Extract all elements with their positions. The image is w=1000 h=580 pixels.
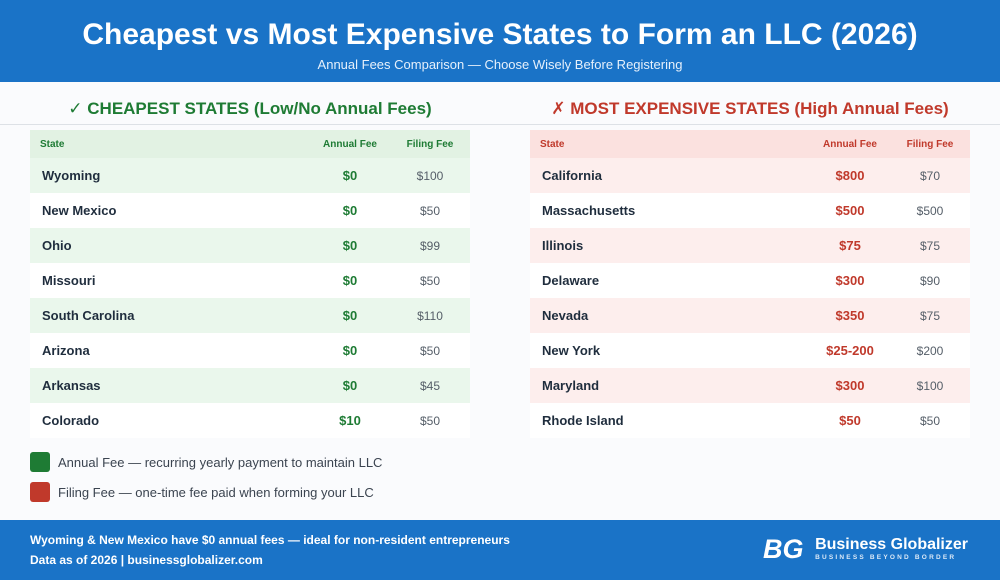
- state-cell: Delaware: [542, 273, 600, 288]
- filing-fee-cell: $50: [419, 413, 441, 428]
- legend-swatch-green: [30, 452, 50, 472]
- annual-fee-cell: $75: [839, 238, 861, 253]
- state-cell: Illinois: [542, 238, 584, 253]
- annual-fee-cell: $0: [342, 168, 358, 183]
- filing-fee-cell: $45: [419, 378, 441, 393]
- table-row: Wyoming $0 $100: [30, 158, 470, 193]
- table-header: State Annual Fee Filing Fee: [530, 130, 970, 158]
- legend-label: Filing Fee — one-time fee paid when form…: [58, 484, 374, 500]
- state-cell: New York: [542, 343, 601, 358]
- bg-logo-icon: BG: [763, 534, 804, 563]
- column-header-annual-fee: Annual Fee: [323, 138, 377, 150]
- filing-fee-cell: $500: [916, 203, 944, 218]
- annual-fee-cell: $350: [835, 308, 865, 323]
- annual-fee-cell: $10: [339, 413, 361, 428]
- filing-fee-cell: $100: [416, 168, 444, 183]
- filing-fee-cell: $50: [419, 203, 441, 218]
- column-header-state: State: [40, 138, 65, 150]
- column-header-annual-fee: Annual Fee: [823, 138, 877, 150]
- divider-rule: [0, 124, 500, 125]
- state-cell: Arkansas: [42, 378, 101, 393]
- annual-fee-cell: $25-200: [826, 343, 874, 358]
- divider-rule: [500, 124, 1000, 125]
- annual-fee-cell: $0: [342, 273, 358, 288]
- state-cell: California: [542, 168, 602, 183]
- column-header-state: State: [540, 138, 565, 150]
- annual-fee-cell: $0: [342, 343, 358, 358]
- state-cell: New Mexico: [42, 203, 117, 218]
- table-row: Missouri $0 $50: [30, 263, 470, 298]
- table-header: State Annual Fee Filing Fee: [30, 130, 470, 158]
- filing-fee-cell: $50: [419, 343, 441, 358]
- annual-fee-cell: $50: [839, 413, 861, 428]
- filing-fee-cell: $99: [419, 238, 441, 253]
- state-cell: Missouri: [42, 273, 96, 288]
- filing-fee-cell: $110: [417, 308, 443, 323]
- annual-fee-cell: $0: [342, 308, 358, 323]
- state-cell: Colorado: [42, 413, 100, 428]
- legend-item-filing: Filing Fee — one-time fee paid when form…: [30, 480, 382, 504]
- table-row: Colorado $10 $50: [30, 403, 470, 438]
- filing-fee-cell: $50: [919, 413, 941, 428]
- cheapest-title: ✓ CHEAPEST STATES (Low/No Annual Fees): [68, 99, 432, 118]
- column-header-filing-fee: Filing Fee: [906, 138, 954, 150]
- footer-banner: Wyoming & New Mexico have $0 annual fees…: [0, 520, 1000, 580]
- expensive-title: ✗ MOST EXPENSIVE STATES (High Annual Fee…: [551, 99, 949, 118]
- table-row: New York $25-200 $200: [530, 333, 970, 368]
- table-row: Rhode Island $50 $50: [530, 403, 970, 438]
- header-banner: Cheapest vs Most Expensive States to For…: [0, 0, 1000, 82]
- state-cell: Massachusetts: [542, 203, 636, 218]
- filing-fee-cell: $75: [919, 238, 941, 253]
- filing-fee-cell: $50: [419, 273, 441, 288]
- footer-source: Data as of 2026 | businessglobalizer.com: [30, 553, 263, 567]
- filing-fee-cell: $100: [916, 378, 944, 393]
- legend-item-annual: Annual Fee — recurring yearly payment to…: [30, 450, 382, 474]
- legend: Annual Fee — recurring yearly payment to…: [30, 450, 382, 510]
- annual-fee-cell: $300: [835, 273, 865, 288]
- filing-fee-cell: $70: [919, 168, 941, 183]
- page-subtitle: Annual Fees Comparison — Choose Wisely B…: [317, 57, 683, 72]
- annual-fee-cell: $0: [342, 203, 358, 218]
- brand-logo: BG Business Globalizer BUSINESS BEYOND B…: [763, 533, 968, 563]
- state-cell: Wyoming: [42, 168, 101, 183]
- filing-fee-cell: $200: [916, 343, 944, 358]
- legend-label: Annual Fee — recurring yearly payment to…: [58, 454, 383, 470]
- table-row: Massachusetts $500 $500: [530, 193, 970, 228]
- page-title: Cheapest vs Most Expensive States to For…: [82, 18, 918, 51]
- state-cell: Ohio: [42, 238, 72, 253]
- expensive-panel: ✗ MOST EXPENSIVE STATES (High Annual Fee…: [500, 82, 1000, 520]
- table-row: Illinois $75 $75: [530, 228, 970, 263]
- cheapest-table: State Annual Fee Filing Fee Wyoming $0 $10…: [30, 130, 470, 438]
- table-row: South Carolina $0 $110: [30, 298, 470, 333]
- filing-fee-cell: $90: [919, 273, 941, 288]
- table-row: Arkansas $0 $45: [30, 368, 470, 403]
- table-row: Maryland $300 $100: [530, 368, 970, 403]
- state-cell: South Carolina: [42, 308, 135, 323]
- state-cell: Arizona: [42, 343, 90, 358]
- annual-fee-cell: $800: [835, 168, 865, 183]
- table-row: New Mexico $0 $50: [30, 193, 470, 228]
- annual-fee-cell: $500: [835, 203, 865, 218]
- logo-text: BG: [763, 534, 804, 563]
- annual-fee-cell: $0: [342, 238, 358, 253]
- legend-swatch-red: [30, 482, 50, 502]
- state-cell: Rhode Island: [542, 413, 624, 428]
- table-row: Arizona $0 $50: [30, 333, 470, 368]
- state-cell: Maryland: [542, 378, 600, 393]
- annual-fee-cell: $0: [342, 378, 358, 393]
- state-cell: Nevada: [542, 308, 589, 323]
- table-row: Nevada $350 $75: [530, 298, 970, 333]
- brand-name: Business Globalizer: [815, 535, 968, 553]
- filing-fee-cell: $75: [919, 308, 941, 323]
- annual-fee-cell: $300: [835, 378, 865, 393]
- table-row: California $800 $70: [530, 158, 970, 193]
- cheapest-panel: ✓ CHEAPEST STATES (Low/No Annual Fees) S…: [0, 82, 500, 520]
- brand-tagline: BUSINESS BEYOND BORDER: [815, 553, 957, 561]
- table-row: Delaware $300 $90: [530, 263, 970, 298]
- column-header-filing-fee: Filing Fee: [406, 138, 454, 150]
- expensive-table: State Annual Fee Filing Fee California $8…: [530, 130, 970, 438]
- table-row: Ohio $0 $99: [30, 228, 470, 263]
- footer-note: Wyoming & New Mexico have $0 annual fees…: [30, 533, 510, 547]
